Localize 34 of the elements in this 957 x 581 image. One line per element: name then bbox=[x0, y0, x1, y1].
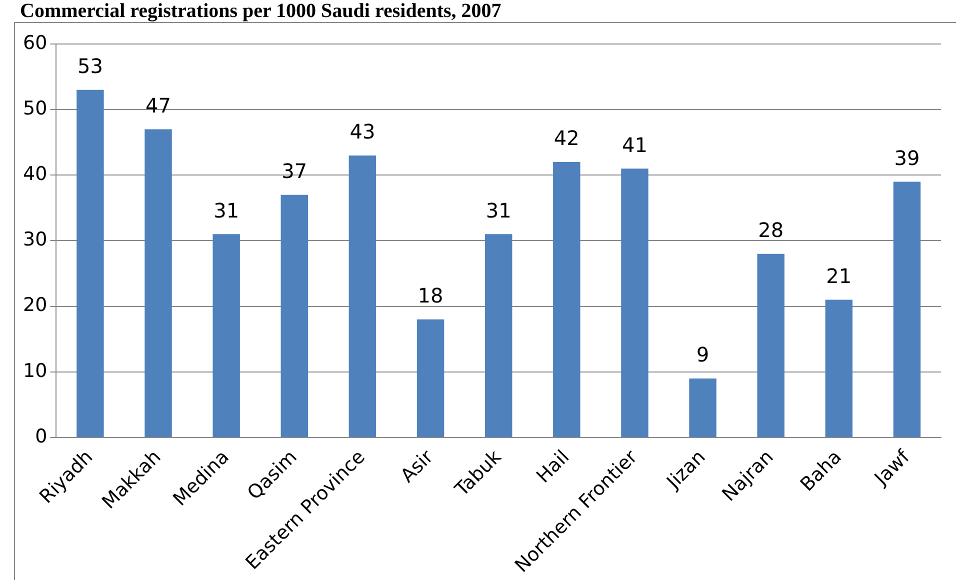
y-tick-label: 30 bbox=[22, 228, 48, 251]
bar bbox=[144, 129, 172, 437]
data-label: 42 bbox=[554, 126, 580, 150]
bar bbox=[621, 168, 648, 437]
data-label: 31 bbox=[214, 198, 240, 222]
data-label: 21 bbox=[826, 264, 852, 288]
y-tick-label: 20 bbox=[22, 294, 48, 316]
bar bbox=[484, 234, 512, 437]
bar bbox=[76, 90, 104, 437]
bar bbox=[893, 182, 921, 437]
data-label: 37 bbox=[282, 159, 308, 184]
bar bbox=[280, 194, 308, 437]
bar bbox=[416, 319, 444, 437]
data-label: 31 bbox=[486, 198, 512, 222]
data-label: 41 bbox=[622, 132, 648, 157]
data-label: 47 bbox=[146, 93, 171, 118]
chart-title: Commercial registrations per 1000 Saudi residents, 2007 bbox=[20, 0, 502, 22]
bar bbox=[825, 300, 853, 437]
data-label: 39 bbox=[894, 146, 920, 170]
y-tick-label: 0 bbox=[35, 425, 48, 448]
data-label: 9 bbox=[696, 342, 710, 367]
y-tick-label: 60 bbox=[22, 32, 48, 54]
data-label: 18 bbox=[418, 284, 444, 308]
y-tick-label: 40 bbox=[22, 163, 48, 186]
bar bbox=[757, 254, 784, 437]
y-tick-label: 50 bbox=[22, 98, 48, 120]
y-tick-label: 10 bbox=[22, 360, 48, 382]
bar bbox=[553, 162, 580, 437]
bar bbox=[212, 234, 240, 437]
data-label: 43 bbox=[350, 120, 376, 144]
data-label: 53 bbox=[77, 54, 103, 78]
data-label: 28 bbox=[758, 218, 784, 242]
bar bbox=[689, 378, 716, 437]
bar bbox=[348, 155, 376, 437]
